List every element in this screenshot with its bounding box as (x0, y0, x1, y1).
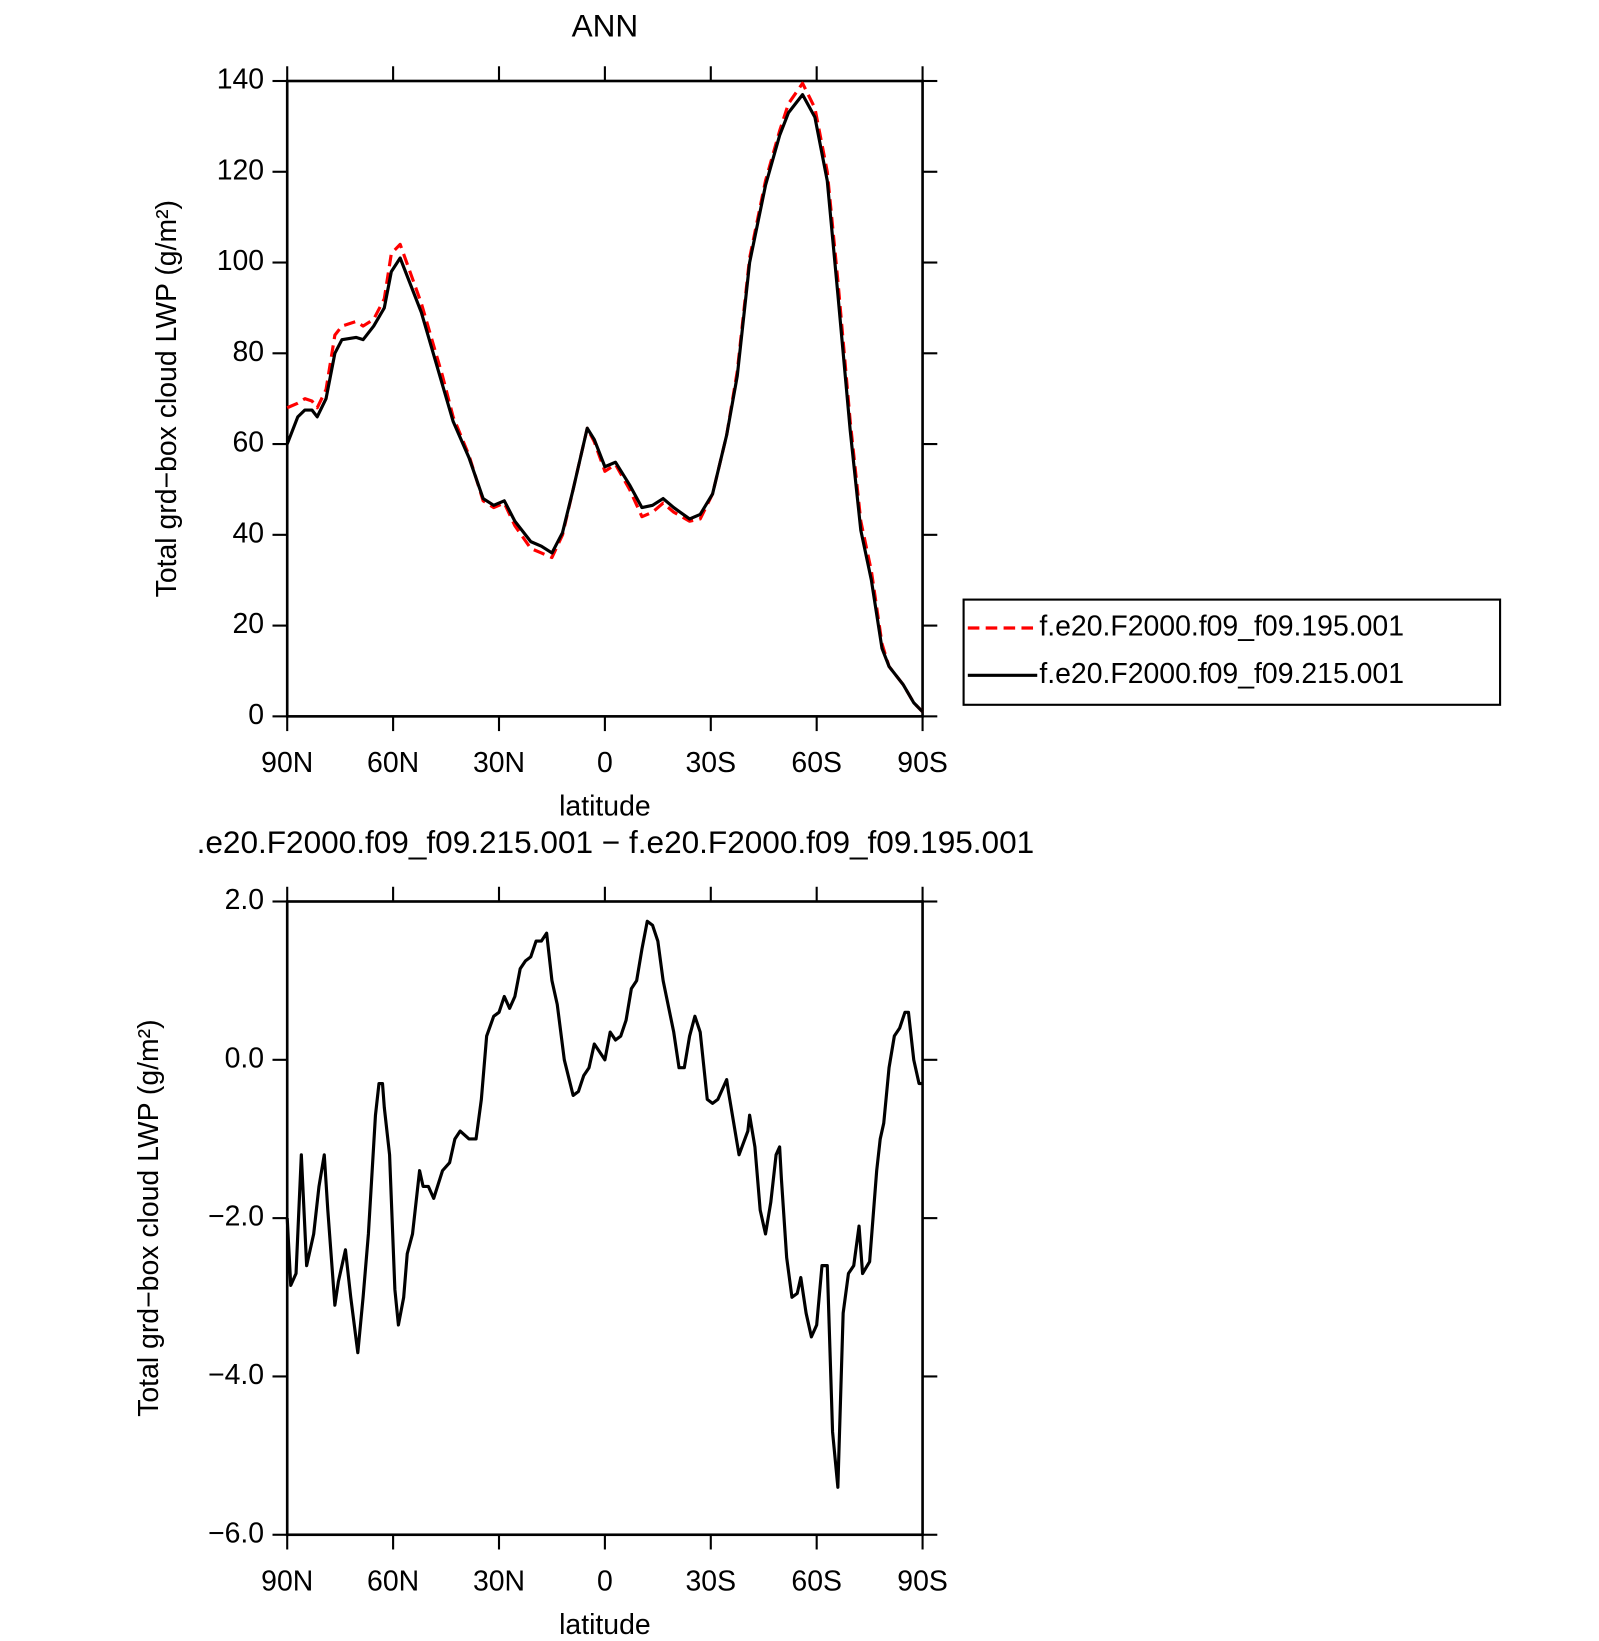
x-tick-label: 60S (791, 1566, 842, 1598)
y-tick-label: 0.0 (225, 1042, 264, 1074)
y-axis-label: Total grd−box cloud LWP (g/m²) (151, 200, 183, 597)
x-tick-label: 60N (367, 747, 419, 779)
legend-box (962, 598, 1502, 706)
x-tick-label: 60S (791, 747, 842, 779)
y-tick-label: 20 (232, 608, 264, 640)
y-tick-label: 140 (217, 63, 264, 95)
chart-title: .e20.F2000.f09_f09.215.001 − f.e20.F2000… (197, 824, 1035, 860)
data-line (285, 919, 923, 1489)
y-tick-label: 2.0 (225, 884, 264, 916)
data-line (285, 93, 924, 713)
x-tick-label: 90S (897, 747, 948, 779)
x-axis-label: latitude (559, 790, 651, 822)
y-tick-label: −6.0 (208, 1517, 264, 1549)
x-tick-label: 90S (897, 1566, 948, 1598)
y-tick-label: 40 (232, 517, 264, 549)
y-tick-label: 100 (217, 245, 264, 277)
x-tick-label: 90N (261, 747, 313, 779)
legend-label: f.e20.F2000.f09_f09.215.001 (1039, 658, 1404, 690)
x-tick-label: 0 (597, 1566, 613, 1598)
legend-label: f.e20.F2000.f09_f09.195.001 (1039, 610, 1404, 642)
y-tick-label: 0 (248, 699, 264, 731)
x-tick-label: 0 (597, 747, 613, 779)
y-tick-label: 80 (232, 336, 264, 368)
chart-title: ANN (572, 8, 639, 44)
plot-frame (285, 900, 924, 1537)
x-tick-label: 30N (473, 1566, 525, 1598)
x-tick-label: 30N (473, 747, 525, 779)
y-tick-label: −2.0 (208, 1201, 264, 1233)
y-tick-label: −4.0 (208, 1359, 264, 1391)
x-tick-label: 90N (261, 1566, 313, 1598)
x-tick-label: 60N (367, 1566, 419, 1598)
y-axis-label: Total grd−box cloud LWP (g/m²) (133, 1019, 165, 1416)
x-axis-label: latitude (559, 1609, 651, 1641)
y-tick-label: 60 (232, 427, 264, 459)
x-tick-label: 30S (686, 747, 737, 779)
x-tick-label: 30S (686, 1566, 737, 1598)
y-tick-label: 120 (217, 154, 264, 186)
